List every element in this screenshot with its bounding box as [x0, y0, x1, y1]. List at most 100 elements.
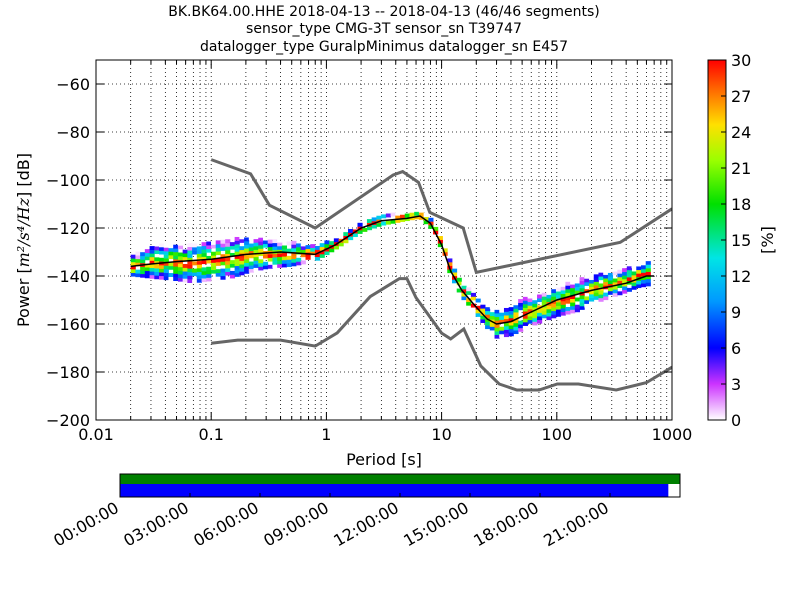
psd-cell [177, 270, 184, 275]
psd-cell [579, 277, 585, 282]
psd-cell [357, 222, 363, 227]
psd-cell [499, 319, 505, 324]
psd-cell [461, 292, 467, 297]
psd-cell [622, 278, 628, 283]
psd-cell [225, 264, 231, 269]
psd-cell [130, 272, 136, 277]
x-axis-label: Period [s] [346, 450, 422, 469]
psd-cell [560, 282, 566, 287]
psd-cell [400, 218, 406, 222]
psd-cell [423, 216, 429, 221]
psd-cell [400, 210, 406, 215]
psd-cell [258, 266, 264, 271]
psd-cell [248, 261, 254, 266]
psd-cell [244, 259, 250, 263]
psd-cell [622, 275, 628, 280]
psd-cell [130, 258, 136, 263]
psd-cell [253, 249, 259, 254]
chart-title-line-1: BK.BK64.00.HHE 2018-04-13 -- 2018-04-13 … [168, 4, 600, 20]
psd-cell [177, 263, 184, 268]
psd-cell [201, 245, 207, 250]
psd-cell [475, 298, 481, 303]
psd-cell [612, 271, 618, 276]
psd-cell [626, 266, 632, 271]
psd-cell [159, 246, 165, 251]
psd-cell [211, 251, 217, 256]
psd-cell [196, 275, 202, 280]
psd-cell [537, 308, 543, 313]
psd-cell [201, 252, 207, 257]
psd-cell [196, 268, 202, 272]
psd-cell [329, 248, 335, 253]
colorbar-tick-label: 9 [731, 303, 741, 322]
psd-cell [239, 238, 245, 243]
psd-cell [192, 250, 198, 255]
psd-cell [409, 212, 415, 217]
psd-cell [220, 261, 226, 266]
psd-cell [366, 226, 373, 231]
psd-cell [513, 304, 519, 309]
psd-cell [234, 240, 240, 245]
psd-cell [234, 236, 240, 241]
psd-cell [508, 310, 514, 315]
psd-cell [494, 334, 500, 339]
psd-cell [551, 296, 557, 301]
psd-cell [640, 279, 647, 284]
psd-cell [409, 216, 415, 221]
psd-cell [215, 247, 221, 252]
psd-cell [196, 253, 202, 258]
psd-cell [300, 253, 306, 258]
noise-models [130, 158, 672, 392]
psd-cell [532, 314, 538, 319]
psd-cell [177, 277, 184, 282]
psd-cell [234, 269, 240, 274]
psd-cell [423, 213, 429, 218]
psd-cell [239, 267, 245, 272]
y-tick-label: −60 [56, 75, 90, 94]
psd-cell [206, 277, 212, 282]
psd-cell [291, 240, 297, 245]
psd-cell [593, 274, 599, 279]
psd-cell [560, 293, 566, 298]
timeline-data-bar [120, 484, 669, 497]
x-tick-label: 0.1 [198, 425, 223, 444]
psd-cell [584, 296, 590, 301]
psd-cell [305, 248, 311, 253]
psd-cell [546, 308, 552, 313]
psd-cell [173, 277, 179, 282]
psd-cell [522, 325, 528, 330]
psd-cell [173, 273, 179, 278]
y-tick-label: −140 [46, 267, 90, 286]
psd-cell [319, 243, 325, 248]
psd-cell [182, 253, 188, 258]
psd-cell [262, 265, 269, 270]
psd-cell [598, 272, 604, 277]
psd-cell [522, 307, 528, 312]
psd-cell [234, 265, 240, 270]
psd-cell [499, 308, 505, 313]
psd-cell [404, 213, 410, 218]
psd-cell [220, 275, 226, 280]
psd-cell [272, 264, 278, 269]
psd-cell [631, 264, 637, 269]
psd-cell [187, 268, 193, 273]
psd-cell [149, 256, 155, 261]
psd-cell [211, 269, 217, 274]
nlnm-curve [211, 277, 672, 392]
psd-cell [612, 289, 618, 294]
psd-cell [348, 236, 354, 241]
chart-title-line-3: datalogger_type GuralpMinimus datalogger… [200, 39, 568, 55]
psd-cell [584, 303, 590, 308]
psd-cell [234, 251, 240, 256]
psd-cell [281, 252, 288, 257]
psd-cell [485, 314, 491, 319]
psd-cell [173, 262, 179, 267]
psd-cell [527, 309, 533, 313]
psd-cell [149, 260, 155, 265]
psd-cell [499, 312, 505, 317]
psd-cell [310, 251, 316, 256]
timeline-tick-label: 03:00:00 [120, 498, 192, 550]
psd-cell [537, 319, 543, 324]
psd-cell [626, 269, 632, 274]
psd-cell [314, 245, 321, 250]
